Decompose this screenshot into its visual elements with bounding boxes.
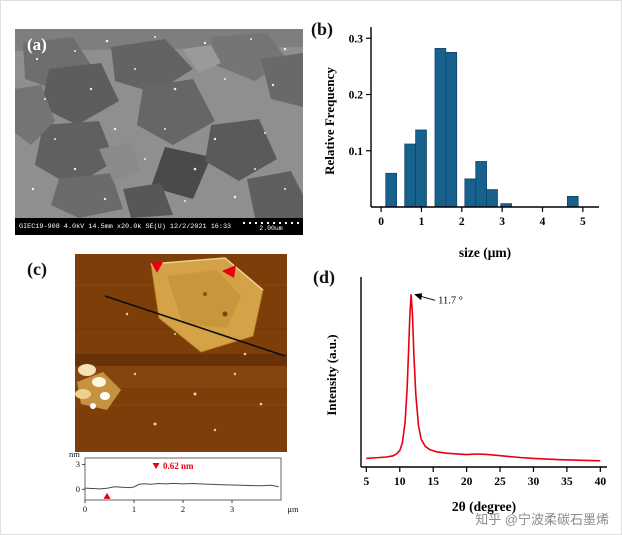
size-histogram-chart: 0 1 2 3 4 5 0.1 0.2 0.3 [349,27,599,228]
sem-micrograph-image: (a) [15,29,303,218]
svg-text:4: 4 [540,216,546,228]
svg-text:1: 1 [132,504,136,514]
svg-text:nm: nm [69,449,80,459]
scale-bar-label: 2.00um [259,224,283,232]
sem-scale-bar: 2.00um [243,221,299,232]
svg-text:15: 15 [427,476,439,488]
svg-text:40: 40 [595,476,607,488]
xrd-pattern-chart: 5 10 15 20 25 30 35 40 11.7 ° [360,277,607,488]
afm-topography-image [75,254,287,452]
svg-text:3: 3 [76,459,80,469]
svg-text:3: 3 [230,504,234,514]
svg-text:20: 20 [461,476,473,488]
panel-b-label: (b) [311,19,333,39]
svg-text:11.7 °: 11.7 ° [438,295,463,306]
svg-text:2: 2 [181,504,185,514]
svg-text:0.3: 0.3 [349,33,364,45]
histogram-x-axis-label: size (μm) [458,245,512,260]
afm-red-marker-left-icon [222,265,236,278]
panel-d-xrd: (d) Intensity (a.u.) 5 10 15 20 25 30 35 40 11.7… [307,257,619,529]
scale-bar-ticks [243,221,299,224]
svg-text:3: 3 [499,216,505,228]
svg-text:30: 30 [528,476,540,488]
panel-a-label: (a) [27,35,47,54]
svg-text:0.2: 0.2 [349,90,364,102]
svg-text:0: 0 [378,216,384,228]
sem-flakes-graphic [15,29,303,218]
panel-c-label: (c) [27,259,47,279]
xrd-y-axis-label: Intensity (a.u.) [324,334,339,416]
panel-b-histogram: (b) Relative Frequency 0 1 2 3 4 5 0.1 0.2 0.3 s… [307,7,619,260]
sem-status-bar: GIEC19-908 4.0kV 14.5mm x20.0k SE(U) 12/… [15,218,303,235]
svg-text:1: 1 [419,216,425,228]
svg-text:10: 10 [394,476,406,488]
svg-text:25: 25 [494,476,506,488]
svg-text:5: 5 [363,476,369,488]
panel-d-label: (d) [313,267,335,287]
svg-text:0: 0 [76,484,80,494]
afm-graphic [75,254,287,452]
watermark: 知乎 @宁波柔碳石墨烯 [475,512,609,527]
svg-text:0: 0 [83,504,87,514]
svg-text:0.1: 0.1 [349,146,364,158]
svg-text:5: 5 [580,216,586,228]
panel-c-afm: (c) [15,251,307,531]
svg-text:35: 35 [561,476,573,488]
afm-red-marker-down-icon [151,262,163,273]
svg-text:2: 2 [459,216,465,228]
svg-text:0.62 nm: 0.62 nm [163,461,194,471]
panel-a-sem: (a) GIEC19-908 4.0kV 14.5mm x20.0k SE(U)… [15,29,303,235]
sem-metadata-text: GIEC19-908 4.0kV 14.5mm x20.0k SE(U) 12/… [19,222,232,231]
xrd-x-axis-label: 2θ (degree) [451,499,517,514]
svg-text:μm: μm [287,504,299,514]
